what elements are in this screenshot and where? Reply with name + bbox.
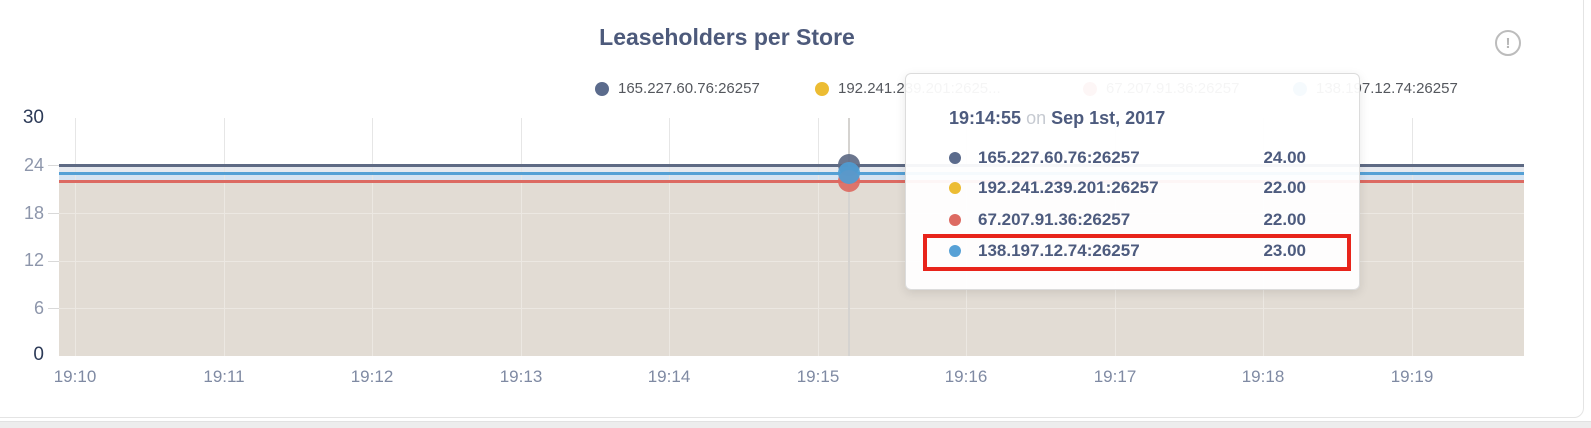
tooltip-timestamp: 19:14:55 on Sep 1st, 2017	[949, 108, 1165, 129]
series-line-red-22	[59, 180, 1524, 183]
legend-item-node-1[interactable]: 165.227.60.76:26257	[595, 80, 760, 97]
hover-guideline	[848, 118, 850, 356]
series-dot-navy	[595, 81, 609, 96]
gridline-vertical	[521, 118, 522, 356]
y-axis-tick	[48, 261, 59, 262]
x-axis-label: 19:16	[944, 367, 988, 386]
tooltip-series-value: 22.00	[1263, 210, 1306, 229]
series-dot-blue	[949, 245, 961, 257]
tooltip-series-label: 138.197.12.74:26257	[978, 241, 1140, 260]
tooltip-date: Sep 1st, 2017	[1051, 108, 1166, 128]
x-axis-label: 19:15	[796, 367, 840, 386]
x-axis-label: 19:11	[203, 367, 245, 386]
y-axis-tick	[48, 213, 59, 214]
tooltip-series-label: 67.207.91.36:26257	[978, 210, 1131, 229]
gridline-vertical	[372, 118, 373, 356]
area-fill-24-23	[59, 165, 1524, 174]
y-axis-min-label: 0	[33, 344, 44, 365]
tooltip-series-label: 192.241.239.201:26257	[978, 178, 1159, 197]
y-axis-tick	[48, 308, 59, 309]
alert-icon-glyph: !	[1505, 34, 1511, 52]
chart-title: Leaseholders per Store	[599, 24, 855, 50]
y-axis-label: 24	[23, 155, 44, 175]
series-line-blue-23	[59, 172, 1524, 175]
x-axis-label: 19:13	[499, 367, 543, 386]
gridline-vertical	[669, 118, 670, 356]
x-axis-label: 19:19	[1390, 367, 1434, 386]
y-axis-tick	[48, 165, 59, 166]
gridline-vertical	[1412, 118, 1413, 356]
tooltip-row-highlighted: 138.197.12.74:26257 23.00	[906, 236, 1359, 266]
series-dot-yellow	[815, 81, 829, 96]
tooltip-series-value: 23.00	[1263, 241, 1306, 260]
y-axis-max-label: 30	[22, 107, 44, 128]
x-axis-label: 19:14	[647, 367, 691, 386]
x-axis-label: 19:18	[1241, 367, 1285, 386]
tooltip-conjunction: on	[1026, 108, 1047, 128]
y-axis-label: 6	[33, 298, 44, 318]
series-dot-red	[949, 214, 961, 226]
gridline-horizontal	[59, 308, 1524, 309]
gridline-vertical	[75, 118, 76, 356]
alert-icon[interactable]: !	[1495, 30, 1521, 56]
x-axis-label: 19:10	[53, 367, 97, 386]
series-dot-navy	[949, 152, 961, 164]
tooltip-row: 192.241.239.201:26257 22.00	[906, 173, 1359, 203]
tooltip-series-value: 22.00	[1263, 178, 1306, 197]
x-axis-label: 19:17	[1093, 367, 1137, 386]
tooltip-time: 19:14:55	[949, 108, 1022, 128]
y-axis-label: 12	[23, 250, 44, 270]
panel-bottom-divider	[0, 421, 1591, 428]
gridline-horizontal	[59, 261, 1524, 262]
legend-label: 165.227.60.76:26257	[618, 80, 760, 97]
y-axis-label: 18	[23, 203, 44, 223]
series-line-navy-24	[59, 164, 1524, 167]
gridline-horizontal	[59, 213, 1524, 214]
hover-tooltip: 19:14:55 on Sep 1st, 2017 165.227.60.76:…	[905, 73, 1360, 290]
series-dot-yellow	[949, 182, 961, 194]
x-axis-label: 19:12	[350, 367, 394, 386]
tooltip-row: 67.207.91.36:26257 22.00	[906, 205, 1359, 235]
hover-point-blue	[838, 162, 860, 184]
tooltip-row: 165.227.60.76:26257 24.00	[906, 143, 1359, 173]
tooltip-series-label: 165.227.60.76:26257	[978, 148, 1140, 167]
gridline-vertical	[224, 118, 225, 356]
area-fill-23-22	[59, 174, 1524, 182]
gridline-vertical	[818, 118, 819, 356]
tooltip-series-value: 24.00	[1263, 148, 1306, 167]
